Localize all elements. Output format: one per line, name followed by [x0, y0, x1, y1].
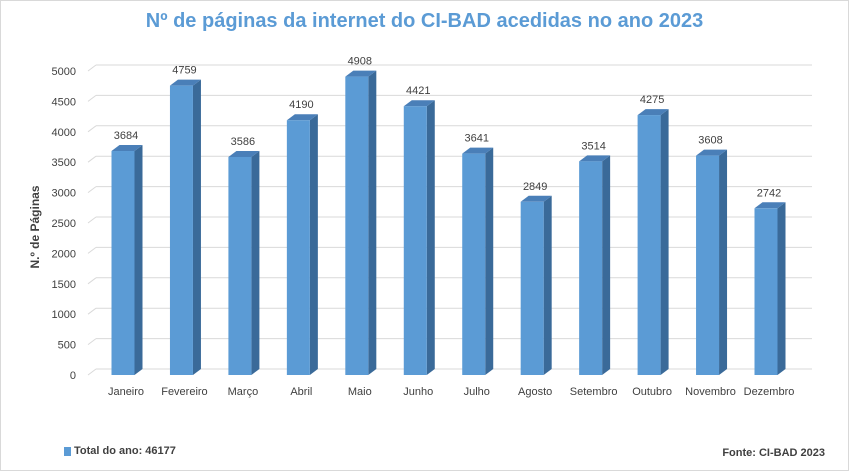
gridline-diagonal: [87, 186, 97, 194]
bar-top: [754, 202, 786, 209]
gridline-diagonal: [87, 216, 97, 224]
bar: [286, 120, 310, 375]
y-tick-label: 3000: [52, 188, 76, 200]
bar-top: [345, 70, 377, 77]
bar-top: [696, 149, 728, 156]
x-tick-label: Novembro: [685, 386, 736, 398]
y-tick-label: 4500: [52, 96, 76, 108]
bar-side: [309, 114, 318, 376]
data-label: 3684: [114, 130, 138, 142]
bar: [520, 201, 544, 375]
y-tick-label: 2000: [52, 248, 76, 260]
legend: Total do ano: 46177: [64, 445, 176, 457]
gridline-diagonal: [87, 277, 97, 285]
x-tick-label: Outubro: [632, 386, 672, 398]
x-tick-label: Julho: [464, 386, 490, 398]
bar-side: [543, 195, 552, 375]
gridline-diagonal: [87, 307, 97, 315]
data-label: 4275: [640, 94, 664, 106]
bar: [345, 76, 369, 375]
bar-side: [192, 79, 201, 375]
gridline-diagonal: [87, 246, 97, 254]
bar-side: [368, 70, 377, 375]
source-note: Fonte: CI-BAD 2023: [722, 447, 825, 459]
bar-top: [579, 155, 611, 162]
bar-side: [719, 149, 728, 375]
x-tick-label: Junho: [403, 386, 433, 398]
bar: [579, 161, 603, 375]
gridline-diagonal: [87, 155, 97, 163]
bar-side: [134, 145, 143, 375]
x-tick-label: Setembro: [570, 386, 618, 398]
bar-side: [485, 147, 494, 375]
data-label: 2849: [523, 181, 547, 193]
data-label: 4421: [406, 85, 430, 97]
bar: [228, 156, 252, 375]
gridline-diagonal: [87, 64, 97, 72]
data-label: 3586: [231, 136, 255, 148]
bar-top: [462, 147, 494, 154]
data-label: 4759: [172, 65, 196, 77]
x-tick-label: Agosto: [518, 386, 552, 398]
data-label: 3608: [698, 135, 722, 147]
bar-side: [602, 155, 611, 375]
y-tick-label: 1000: [52, 309, 76, 321]
y-tick-label: 500: [58, 340, 76, 352]
x-tick-label: Janeiro: [108, 386, 144, 398]
bar-top: [637, 109, 669, 116]
bar-top: [403, 100, 435, 107]
bar-side: [251, 150, 260, 375]
x-tick-label: Abril: [290, 386, 312, 398]
bar: [696, 155, 720, 375]
bar-side: [777, 202, 786, 375]
gridline-diagonal: [87, 338, 97, 346]
x-tick-label: Fevereiro: [161, 386, 207, 398]
bar: [637, 115, 661, 375]
data-label: 3514: [581, 140, 605, 152]
y-tick-label: 2500: [52, 218, 76, 230]
y-tick-label: 0: [70, 370, 76, 382]
bar-top: [169, 79, 201, 86]
data-label: 4908: [348, 56, 372, 68]
bar: [754, 208, 778, 375]
gridline-diagonal: [87, 95, 97, 102]
bar-side: [660, 109, 669, 375]
bar-top: [520, 195, 552, 202]
gridline-diagonal: [87, 368, 97, 376]
y-tick-label: 1500: [52, 279, 76, 291]
bar: [169, 85, 193, 375]
bar-top: [111, 145, 143, 152]
data-label: 4190: [289, 99, 313, 111]
legend-label: Total do ano: 46177: [74, 445, 176, 457]
bar-top: [286, 114, 318, 121]
bar: [462, 153, 486, 375]
x-tick-label: Dezembro: [744, 386, 795, 398]
bar: [403, 106, 427, 376]
x-tick-label: Março: [228, 386, 259, 398]
bar-top: [228, 150, 260, 157]
bar-side: [426, 100, 435, 376]
y-tick-label: 5000: [52, 66, 76, 78]
gridline-diagonal: [87, 125, 97, 133]
bar: [111, 151, 135, 375]
chart-title: Nº de páginas da internet do CI-BAD aced…: [145, 10, 704, 32]
y-tick-label: 3500: [52, 157, 76, 169]
data-label: 2742: [757, 187, 781, 199]
x-tick-label: Maio: [348, 386, 372, 398]
data-label: 3641: [464, 133, 488, 145]
y-tick-label: 4000: [52, 127, 76, 139]
legend-swatch: [64, 446, 71, 456]
